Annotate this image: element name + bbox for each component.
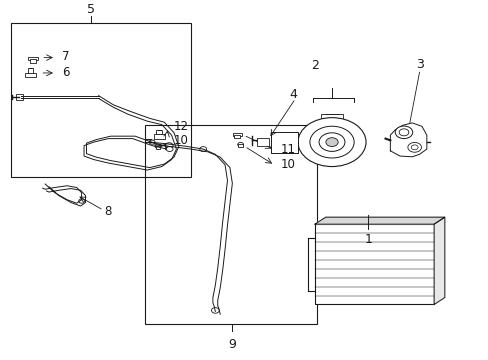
Circle shape [166,147,173,152]
Bar [28,57,38,60]
Bar [144,125,317,324]
Bar [321,114,342,120]
Bar [16,94,23,100]
Circle shape [155,144,161,148]
Circle shape [297,118,366,167]
Bar [25,73,36,77]
Text: 1: 1 [364,233,372,246]
Text: 11: 11 [281,143,295,156]
Polygon shape [314,217,444,224]
Bar [11,23,191,177]
Polygon shape [389,123,426,157]
Bar [256,138,268,146]
Text: 9: 9 [228,338,236,351]
Text: 12: 12 [174,120,188,133]
Circle shape [200,147,206,152]
Bar [314,224,433,305]
Circle shape [325,138,338,147]
Circle shape [149,140,155,144]
Circle shape [410,145,417,150]
Circle shape [398,129,408,136]
Bar [234,135,240,139]
Circle shape [237,143,243,147]
Bar [232,133,241,136]
Text: 4: 4 [288,89,296,102]
Text: 5: 5 [87,3,95,16]
Polygon shape [433,217,444,305]
Bar [28,68,33,73]
Bar [238,144,243,147]
Text: 3: 3 [415,58,423,71]
Circle shape [309,126,353,158]
Text: 8: 8 [104,206,112,219]
Circle shape [79,199,84,203]
Text: 10: 10 [281,158,295,171]
Bar [271,132,297,153]
Text: 7: 7 [62,50,69,63]
Bar [156,130,162,134]
Circle shape [394,126,412,139]
Bar [30,59,36,63]
Circle shape [211,308,219,313]
Circle shape [165,143,173,148]
Text: 6: 6 [62,66,69,79]
Circle shape [319,133,344,152]
Circle shape [407,143,421,152]
Text: 10: 10 [174,134,188,147]
Bar [155,145,160,149]
Bar [153,134,165,139]
Text: 2: 2 [310,59,318,72]
